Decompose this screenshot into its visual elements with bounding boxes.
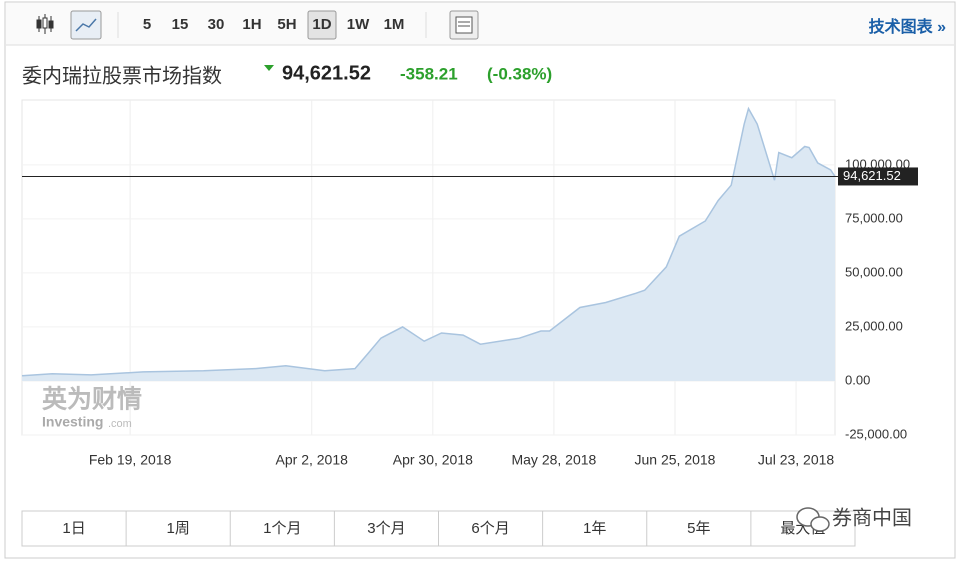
range-button[interactable]: 1周 (167, 520, 190, 537)
y-tick-label: 50,000.00 (845, 264, 903, 279)
candle-icon[interactable] (36, 14, 54, 34)
watermark-suffix: .com (108, 418, 132, 430)
watermark-cn: 英为财情 (42, 386, 142, 414)
range-button[interactable]: 6个月 (471, 520, 509, 537)
index-title: 委内瑞拉股票市场指数 (22, 64, 222, 87)
x-tick-label: Apr 2, 2018 (276, 452, 349, 468)
layout-icon[interactable] (449, 10, 479, 40)
interval-button[interactable]: 1D (312, 16, 331, 33)
x-tick-label: May 28, 2018 (511, 452, 596, 468)
toolbar (6, 3, 954, 45)
watermark-en: Investing (42, 414, 103, 430)
range-button[interactable]: 1日 (62, 520, 85, 537)
area-fill (22, 108, 835, 381)
interval-button[interactable]: 1W (347, 16, 370, 33)
x-tick-label: Apr 30, 2018 (393, 452, 473, 468)
change-pct: (-0.38%) (487, 64, 552, 83)
x-tick-label: Jun 25, 2018 (635, 452, 716, 468)
interval-button[interactable]: 5H (277, 16, 296, 33)
y-tick-label: -25,000.00 (845, 426, 907, 441)
source-mark: 券商中国 (796, 506, 912, 532)
interval-button[interactable]: 5 (143, 16, 151, 33)
watermark: 英为财情 Investing .com (42, 386, 142, 430)
y-tick-label: 75,000.00 (845, 210, 903, 225)
range-button[interactable]: 5年 (687, 520, 710, 537)
x-tick-label: Feb 19, 2018 (89, 452, 172, 468)
interval-button[interactable]: 15 (172, 16, 189, 33)
line-icon-glyph (75, 18, 97, 32)
tech-chart-link[interactable]: 技术图表 » (869, 17, 946, 36)
range-button[interactable]: 1年 (583, 520, 606, 537)
current-flag (838, 167, 918, 186)
range-button[interactable]: 3个月 (367, 520, 405, 537)
interval-button[interactable]: 30 (208, 16, 225, 33)
range-button[interactable]: 1个月 (263, 520, 301, 537)
area-line (21, 106, 836, 377)
interval-active[interactable] (307, 10, 337, 40)
x-tick-label: Jul 23, 2018 (758, 452, 834, 468)
source-text: 券商中国 (832, 506, 912, 529)
down-arrow (264, 65, 274, 71)
price: 94,621.52 (282, 62, 371, 84)
interval-button[interactable]: 1H (242, 16, 261, 33)
interval-button[interactable]: 1M (384, 16, 405, 33)
change: -358.21 (400, 64, 458, 83)
current-label: 94,621.52 (843, 168, 901, 183)
y-tick-label: 0.00 (845, 372, 870, 387)
y-tick-label: 25,000.00 (845, 318, 903, 333)
